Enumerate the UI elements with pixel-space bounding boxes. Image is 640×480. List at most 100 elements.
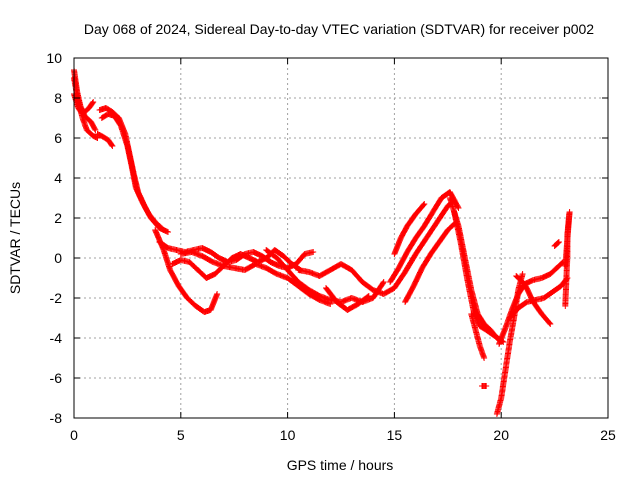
data-point-run	[184, 295, 198, 309]
data-point-run	[152, 219, 167, 233]
data-point-run	[90, 133, 101, 141]
series-track-3	[71, 91, 97, 117]
data-point-run	[470, 307, 483, 328]
data-point-run	[493, 396, 504, 417]
series-track-7	[152, 227, 221, 315]
data-point-run	[387, 266, 401, 285]
data-point-run	[273, 255, 290, 273]
data-point-run	[105, 137, 116, 149]
data-point-run	[186, 259, 200, 273]
data-point-run	[412, 224, 427, 241]
data-point-run	[404, 212, 418, 229]
y-tick-label: 2	[54, 210, 62, 226]
data-point-run	[271, 247, 286, 259]
chart-title: Day 068 of 2024, Sidereal Day-to-day VTE…	[84, 21, 594, 37]
data-point-run	[263, 247, 279, 261]
data-point-run	[538, 311, 554, 327]
data-point-run	[327, 261, 343, 273]
data-point-run	[451, 209, 464, 244]
series-track-6	[94, 131, 116, 149]
data-point-run	[88, 119, 99, 133]
data-point-run	[419, 252, 434, 271]
y-tick-label: 10	[46, 50, 62, 66]
data-point-run	[549, 283, 564, 295]
series-track-20	[468, 311, 488, 361]
x-tick-label: 0	[70, 427, 78, 443]
y-tick-label: -8	[50, 410, 63, 426]
data-point-run	[483, 327, 497, 339]
y-tick-label: -4	[50, 330, 63, 346]
data-point-run	[404, 236, 419, 255]
data-point-run	[207, 291, 221, 313]
data-point-run	[132, 185, 145, 204]
y-tick-label: 6	[54, 130, 62, 146]
data-point-run	[402, 252, 419, 275]
data-point-run	[397, 224, 410, 241]
data-point-run	[263, 265, 279, 277]
data-point-run	[515, 299, 529, 311]
axis-ticks: 0 5 10 15 20 25 -8 -6 -4 -2 0 2 4 6 8 10	[46, 50, 616, 443]
series-track-5	[98, 111, 167, 233]
data-point-run	[412, 201, 428, 217]
data-point-run	[391, 270, 408, 291]
data-point-run	[429, 196, 444, 215]
data-point-run	[306, 291, 322, 303]
data-point-run	[457, 239, 470, 280]
data-point-run	[423, 220, 440, 241]
data-point-run	[551, 241, 559, 249]
data-point-run	[498, 368, 509, 401]
data-point-run	[391, 236, 404, 257]
data-point-run	[83, 127, 96, 139]
x-tick-label: 25	[600, 427, 616, 443]
data-point-run	[402, 284, 416, 305]
data-point-run	[301, 249, 317, 257]
y-tick-label: -2	[50, 290, 63, 306]
y-tick-label: 0	[54, 250, 62, 266]
data-point-run	[338, 261, 354, 273]
data-point-run	[199, 253, 215, 265]
data-point-run	[103, 105, 115, 115]
y-axis-title: SDTVAR / TECUs	[7, 182, 23, 294]
data-point-run	[124, 143, 135, 168]
grid	[74, 58, 608, 418]
data-point-run	[410, 266, 425, 289]
data-point-run	[468, 311, 479, 332]
series-track-15	[387, 189, 462, 285]
series-track-14	[370, 197, 458, 297]
data-point-run	[359, 279, 376, 293]
data-point-run	[323, 285, 339, 304]
series-track-17	[391, 201, 428, 257]
data-point-run	[79, 105, 91, 117]
data-point-run	[175, 283, 190, 300]
data-point-run	[472, 327, 483, 348]
data-points	[71, 67, 573, 417]
data-point-run	[295, 283, 311, 297]
x-axis-title: GPS time / hours	[287, 457, 394, 473]
y-tick-label: 4	[54, 170, 62, 186]
data-point-run	[344, 301, 360, 313]
data-point-run	[156, 239, 170, 251]
data-point-run	[280, 253, 294, 267]
data-point-run	[506, 305, 521, 321]
series-track-13	[323, 285, 372, 313]
series-track-16	[402, 219, 460, 305]
data-point-run	[111, 113, 124, 128]
data-point-run	[98, 133, 111, 143]
data-point-run	[506, 316, 517, 345]
data-point-run	[316, 297, 334, 307]
data-point-run	[427, 240, 442, 257]
data-point-run	[395, 250, 410, 271]
data-point-run	[553, 239, 562, 247]
data-point-run	[316, 267, 333, 279]
x-tick-label: 20	[493, 427, 509, 443]
data-point-run	[496, 326, 508, 347]
series-track-12	[295, 261, 376, 293]
data-point-run	[521, 281, 536, 304]
series-track-24	[513, 273, 554, 327]
data-point-run	[86, 99, 97, 111]
data-point-run	[464, 275, 477, 312]
data-point-run	[284, 267, 301, 285]
data-point-run	[145, 211, 158, 224]
data-point-run	[306, 287, 322, 299]
